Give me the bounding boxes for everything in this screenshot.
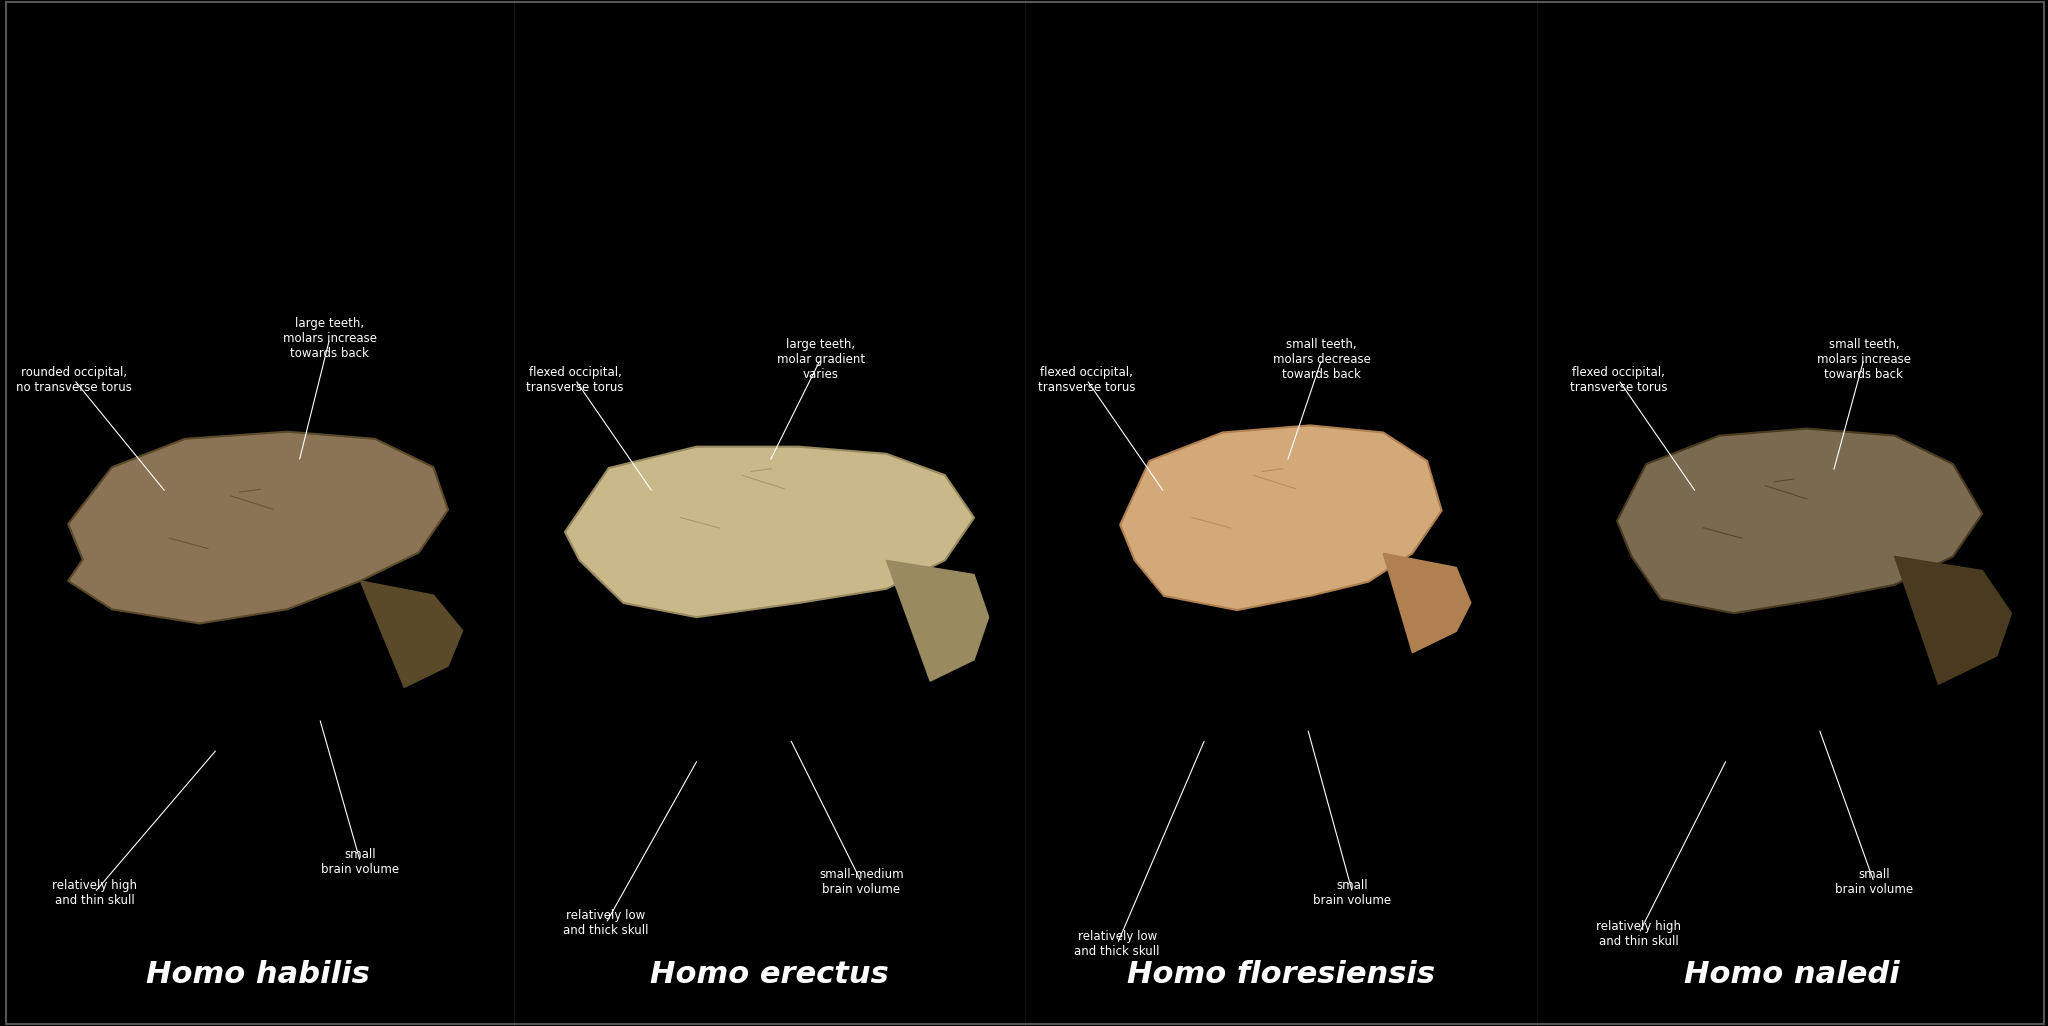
Polygon shape <box>1618 429 1982 614</box>
Polygon shape <box>1894 556 2011 684</box>
Polygon shape <box>1382 553 1470 653</box>
Text: rounded occipital,
no transverse torus: rounded occipital, no transverse torus <box>16 365 131 394</box>
Text: relatively high
and thin skull: relatively high and thin skull <box>51 878 137 907</box>
Polygon shape <box>887 560 989 681</box>
Text: Homo floresiensis: Homo floresiensis <box>1126 960 1436 989</box>
Polygon shape <box>1120 426 1442 610</box>
Text: relatively high
and thin skull: relatively high and thin skull <box>1595 919 1681 948</box>
Text: small
brain volume: small brain volume <box>1313 878 1391 907</box>
Text: small
brain volume: small brain volume <box>322 847 399 876</box>
Text: flexed occipital,
transverse torus: flexed occipital, transverse torus <box>1038 365 1135 394</box>
Text: Homo naledi: Homo naledi <box>1683 960 1901 989</box>
Text: large teeth,
molars increase
towards back: large teeth, molars increase towards bac… <box>283 317 377 360</box>
Text: Homo erectus: Homo erectus <box>649 960 889 989</box>
Text: small-medium
brain volume: small-medium brain volume <box>819 868 903 897</box>
Text: Homo habilis: Homo habilis <box>145 960 371 989</box>
Text: small teeth,
molars increase
towards back: small teeth, molars increase towards bac… <box>1817 338 1911 381</box>
Text: small teeth,
molars decrease
towards back: small teeth, molars decrease towards bac… <box>1274 338 1370 381</box>
Text: flexed occipital,
transverse torus: flexed occipital, transverse torus <box>526 365 625 394</box>
Text: large teeth,
molar gradient
varies: large teeth, molar gradient varies <box>776 338 864 381</box>
Text: flexed occipital,
transverse torus: flexed occipital, transverse torus <box>1569 365 1667 394</box>
Text: relatively low
and thick skull: relatively low and thick skull <box>1075 930 1159 958</box>
Polygon shape <box>360 581 463 687</box>
Text: relatively low
and thick skull: relatively low and thick skull <box>563 909 649 938</box>
Text: small
brain volume: small brain volume <box>1835 868 1913 897</box>
Polygon shape <box>68 432 449 624</box>
Polygon shape <box>565 446 975 618</box>
